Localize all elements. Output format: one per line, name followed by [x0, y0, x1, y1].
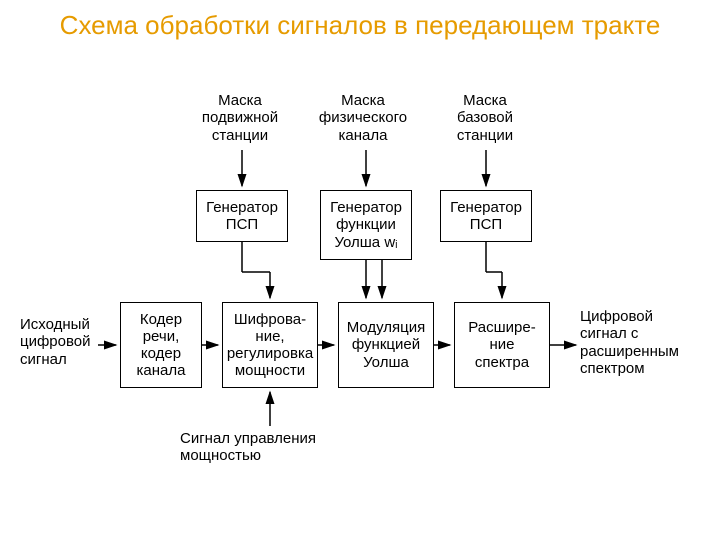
box-mod-walsh: МодуляцияфункциейУолша — [338, 302, 434, 388]
page-title: Схема обработки сигналов в передающем тр… — [0, 10, 720, 41]
label-input: Исходныйцифровойсигнал — [20, 316, 100, 368]
box-gen-walsh: ГенераторфункцииУолша wᵢ — [320, 190, 412, 260]
box-gen-psp1: ГенераторПСП — [196, 190, 288, 242]
box-spread: Расшире-ниеспектра — [454, 302, 550, 388]
label-mask-ms: Маскаподвижнойстанции — [180, 92, 300, 144]
box-cipher: Шифрова-ние,регулировкамощности — [222, 302, 318, 388]
label-mask-phys: Маскафизическогоканала — [303, 92, 423, 144]
box-gen-psp2: ГенераторПСП — [440, 190, 532, 242]
label-power-ctrl: Сигнал управлениямощностью — [180, 430, 360, 465]
flowchart: Маскаподвижнойстанции Маскафизическогока… — [20, 80, 700, 500]
box-coder: Кодерречи,кодерканала — [120, 302, 202, 388]
label-output: Цифровойсигнал срасширеннымспектром — [580, 308, 695, 377]
label-mask-bs: Маскабазовойстанции — [425, 92, 545, 144]
